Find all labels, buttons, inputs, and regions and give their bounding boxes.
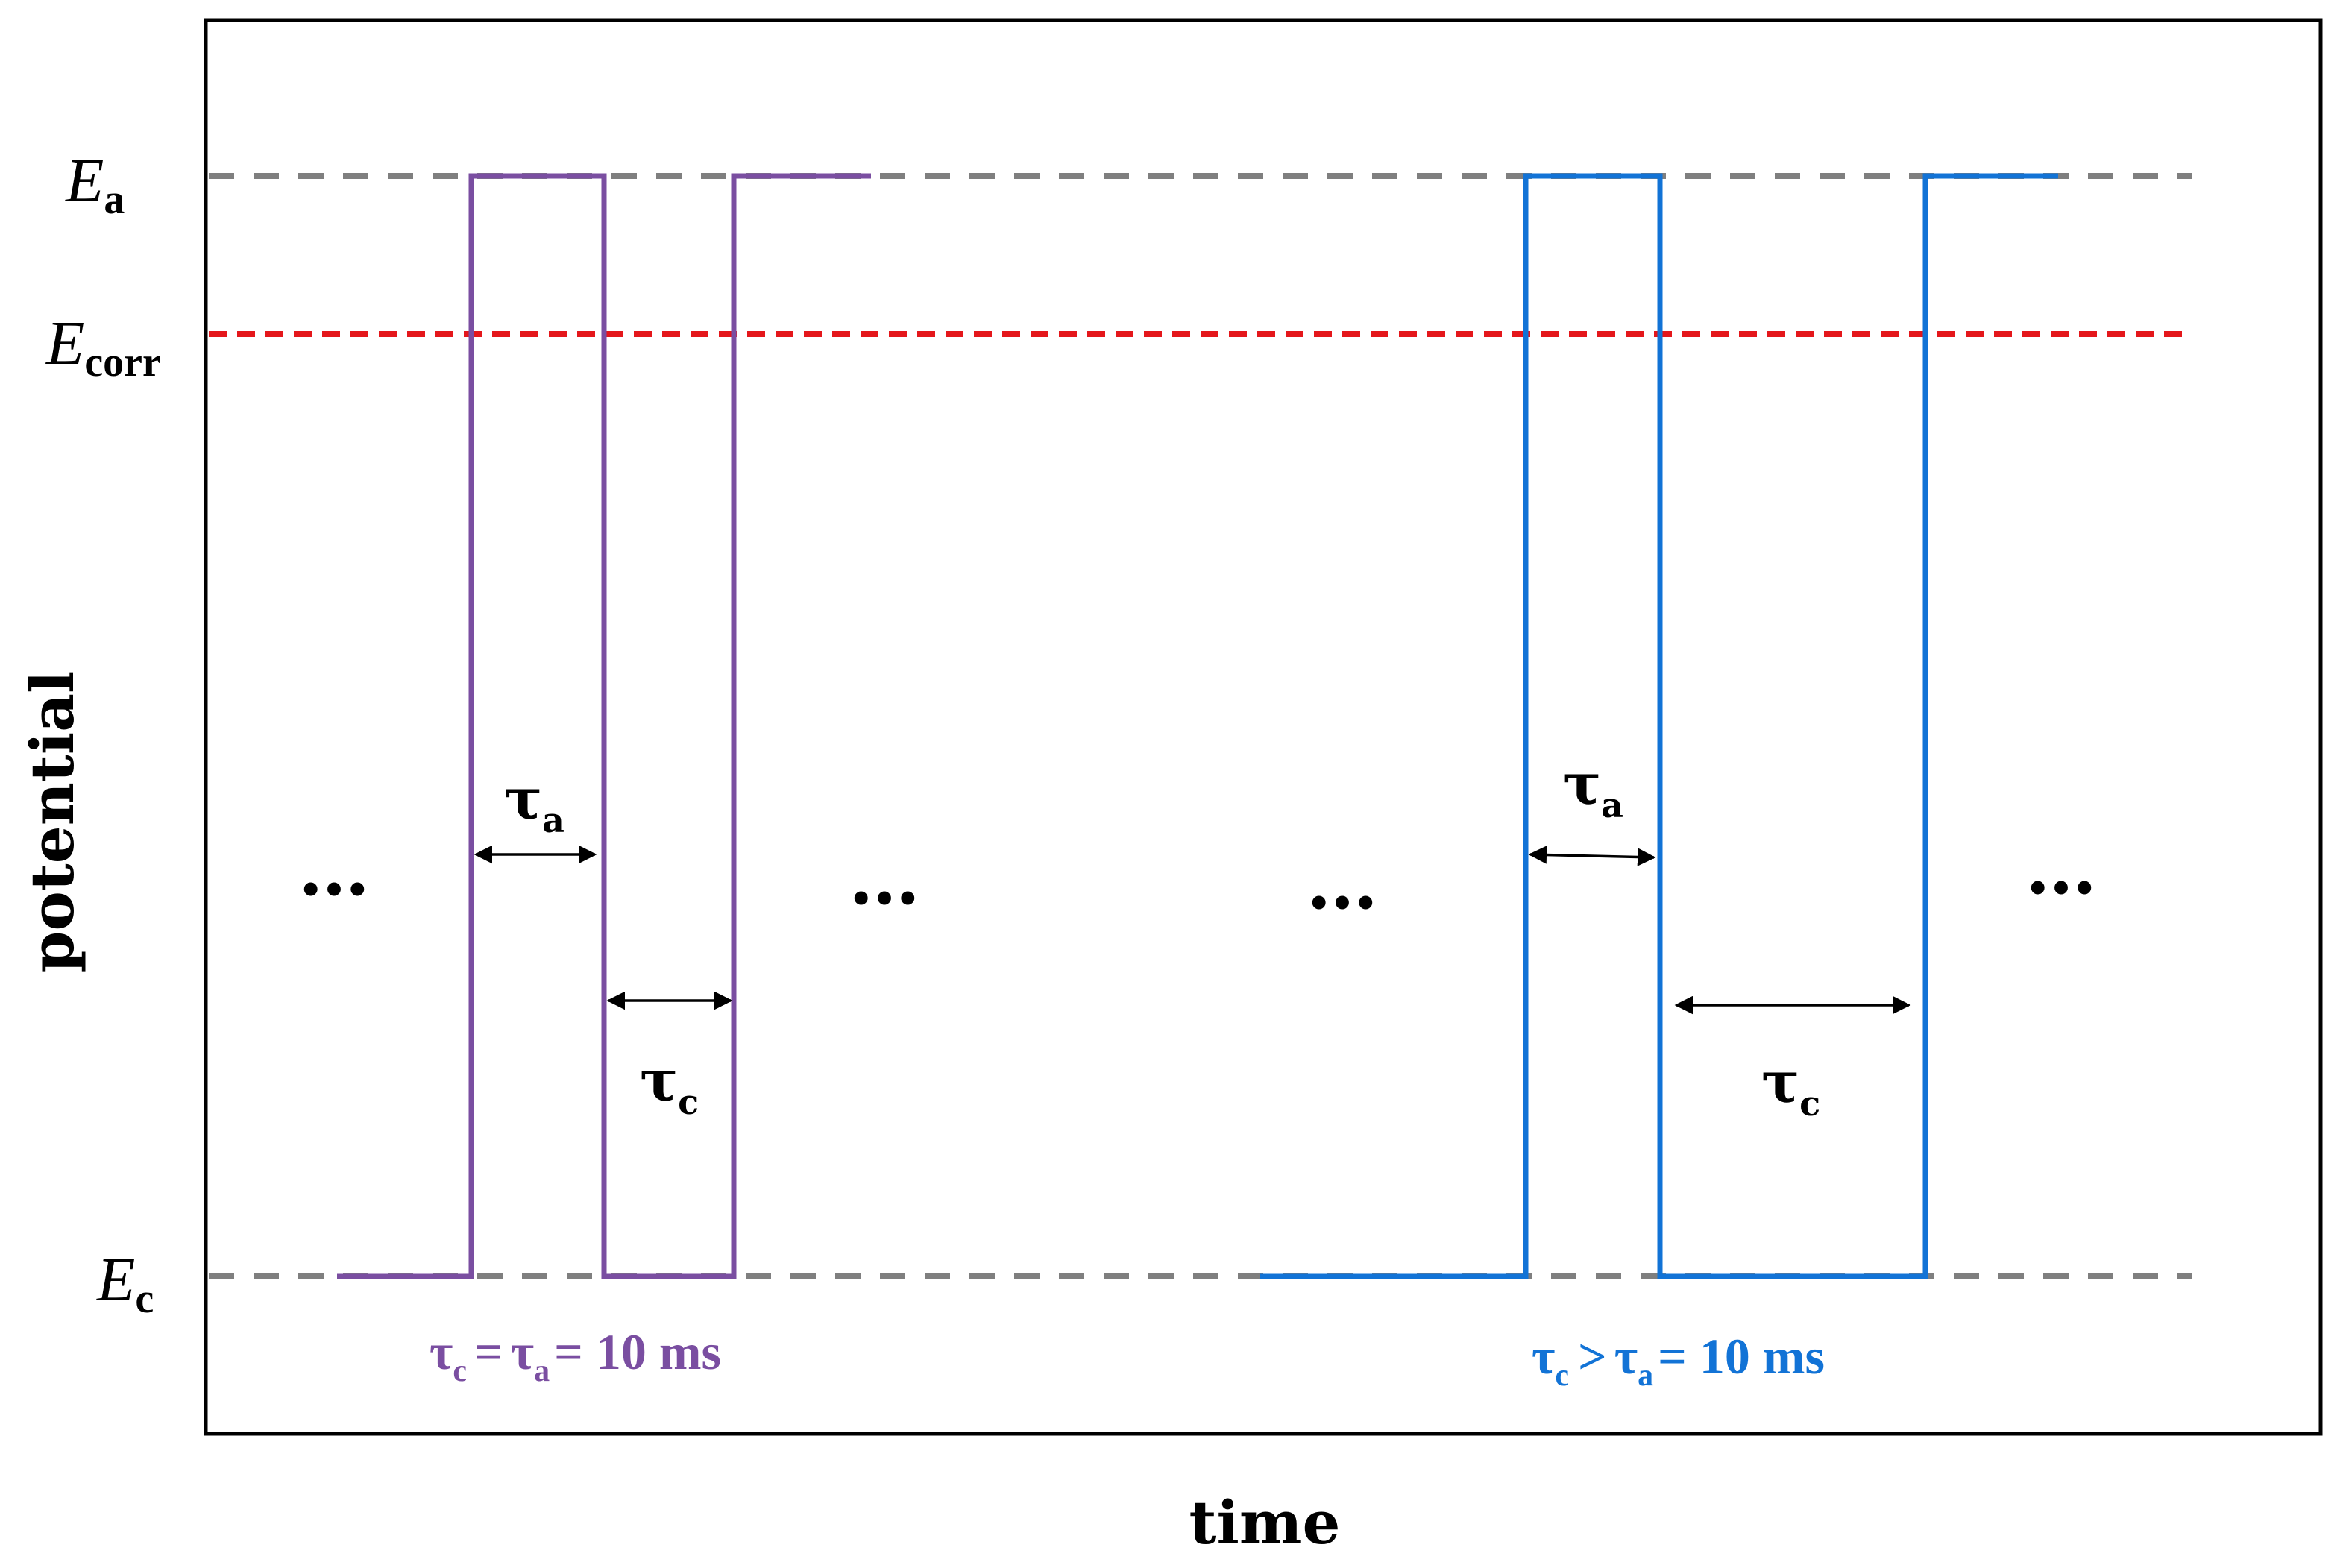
- left-case-caption: τc = τa= 10 ms: [430, 1323, 721, 1388]
- left-tau-a-label: τa: [504, 766, 564, 840]
- right-tau-a-label: τa: [1563, 751, 1623, 825]
- right-case-caption: τc > τa= 10 ms: [1532, 1328, 1825, 1393]
- x-axis-label: time: [1189, 1487, 1341, 1558]
- right-tau-c-label: τc: [1761, 1049, 1820, 1124]
- ec-label: Ec: [96, 1245, 154, 1322]
- ellipsis-1: …: [298, 828, 370, 912]
- ea-label: Ea: [65, 146, 125, 223]
- left-waveform: [337, 173, 871, 1279]
- ecorr-label: Ecorr: [45, 309, 161, 385]
- plot-frame: [204, 18, 2323, 1436]
- right-tau-a-arrow: [1528, 846, 1656, 866]
- ellipsis-3: …: [1306, 841, 1378, 925]
- ellipsis-4: …: [2025, 826, 2097, 910]
- left-tau-c-label: τc: [640, 1048, 699, 1122]
- ellipsis-2: …: [849, 837, 920, 921]
- right-waveform: [1260, 173, 2058, 1279]
- y-axis-label: potential: [17, 671, 87, 973]
